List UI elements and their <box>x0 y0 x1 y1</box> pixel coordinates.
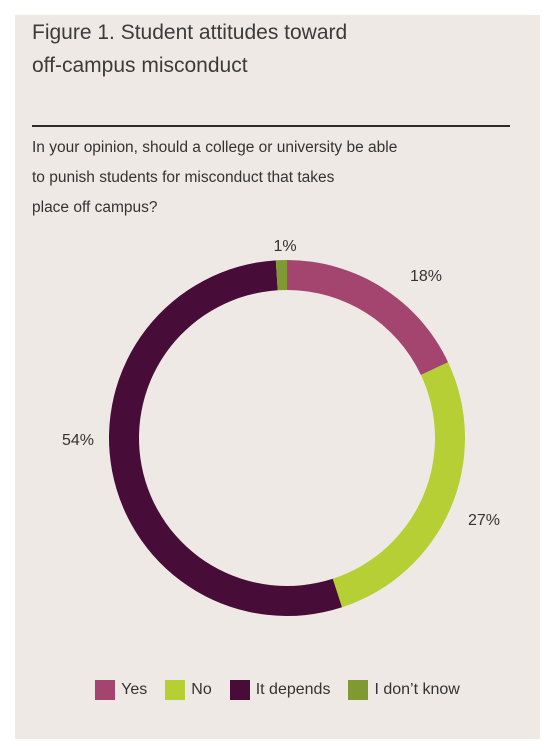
legend-item-yes: Yes <box>95 680 147 700</box>
legend-label: It depends <box>255 681 331 698</box>
chart-legend: Yes No It depends I don’t know <box>0 680 555 700</box>
legend-label: No <box>191 681 212 698</box>
data-label: 27% <box>468 512 500 529</box>
title-divider <box>32 125 510 127</box>
legend-swatch <box>229 680 250 700</box>
legend-item-it-depends: It depends <box>229 680 331 700</box>
legend-swatch <box>165 680 186 700</box>
data-label: 18% <box>410 268 442 285</box>
legend-item-no: No <box>165 680 212 700</box>
donut-slice-i-don-t-know <box>275 260 287 291</box>
legend-item-dont-know: I don’t know <box>348 680 460 700</box>
donut-slice-no <box>332 362 465 608</box>
donut-slice-it-depends <box>108 260 343 617</box>
legend-swatch <box>348 680 369 700</box>
data-label: 54% <box>62 432 94 449</box>
legend-label: Yes <box>121 681 148 698</box>
data-label: 1% <box>273 238 296 255</box>
legend-label: I don’t know <box>374 681 460 698</box>
survey-question: In your opinion, should a college or uni… <box>32 139 398 216</box>
figure-title: Figure 1. Student attitudes toward off-ca… <box>32 21 348 77</box>
donut-slice-yes <box>287 260 449 375</box>
legend-swatch <box>95 680 116 700</box>
